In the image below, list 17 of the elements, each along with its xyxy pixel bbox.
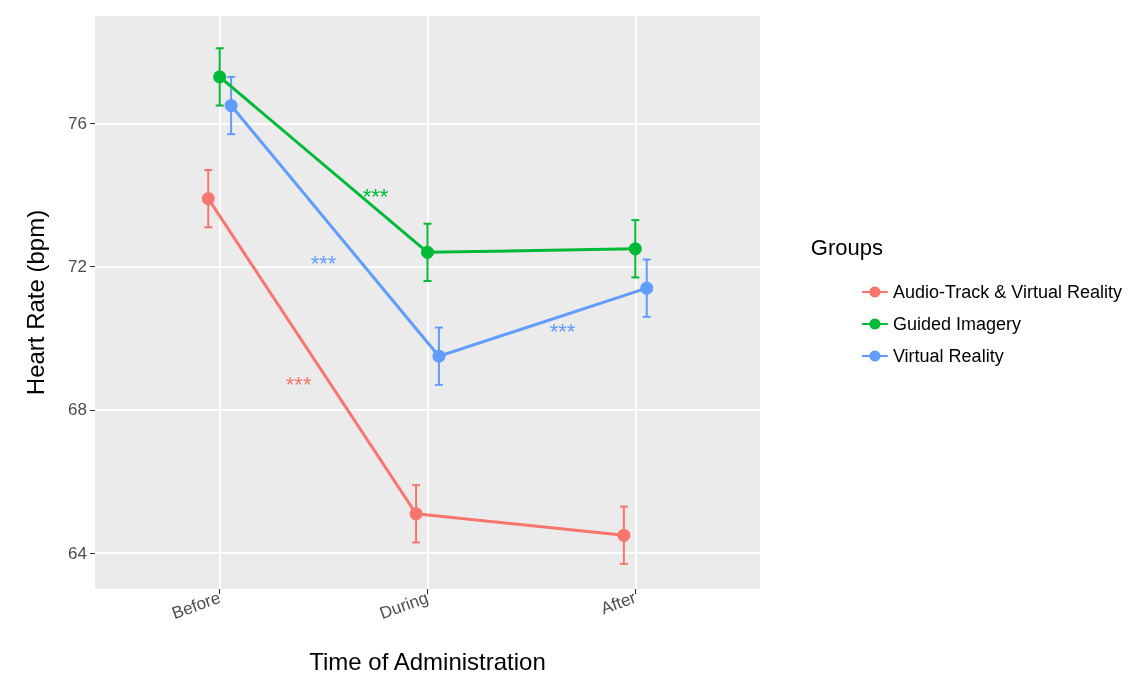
- annotation: ***: [310, 250, 337, 276]
- y-tick-label: 72: [68, 257, 87, 277]
- x-tick-label: After: [598, 587, 639, 619]
- y-tick-label: 64: [68, 543, 87, 563]
- x-tick-label: Before: [169, 588, 223, 624]
- legend-title: Groups: [810, 234, 884, 260]
- y-axis-title: Heart Rate (bpm): [21, 209, 49, 396]
- y-tick-label: 76: [68, 113, 87, 133]
- x-axis-title: Time of Administration: [309, 647, 546, 675]
- legend-label: Audio-Track & Virtual Reality: [892, 282, 1123, 302]
- y-tick-label: 68: [68, 400, 87, 420]
- annotation: ***: [549, 318, 576, 344]
- annotation: ***: [362, 184, 389, 210]
- legend-label: Guided Imagery: [892, 314, 1021, 334]
- legend-label: Virtual Reality: [892, 346, 1004, 366]
- x-tick-label: During: [377, 588, 431, 624]
- annotation: ***: [285, 372, 312, 398]
